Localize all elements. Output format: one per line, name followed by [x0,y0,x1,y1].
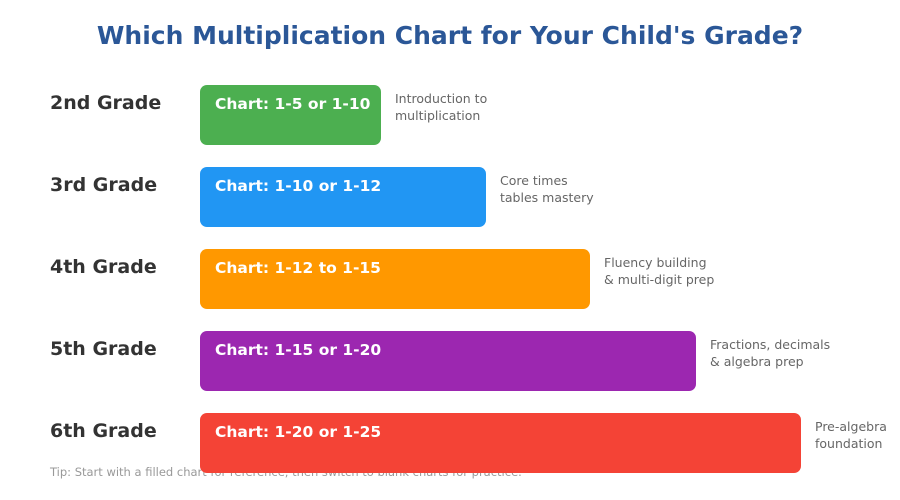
grade-row-2nd: 2nd Grade Chart: 1-5 or 1-10 Introductio… [0,85,900,145]
grade-row-6th: 6th Grade Chart: 1-20 or 1-25 Pre-algebr… [0,413,900,473]
chart-range-label: Chart: 1-15 or 1-20 [215,341,382,359]
chart-range-bar: Chart: 1-12 to 1-15 [200,249,590,309]
chart-range-label: Chart: 1-20 or 1-25 [215,423,382,441]
grade-note-line: & algebra prep [710,354,804,369]
chart-range-bar: Chart: 1-15 or 1-20 [200,331,696,391]
grade-note-line: foundation [815,436,883,451]
chart-range-label: Chart: 1-5 or 1-10 [215,95,371,113]
grade-label: 6th Grade [50,420,157,442]
grade-note-line: & multi-digit prep [604,272,715,287]
chart-range-label: Chart: 1-12 to 1-15 [215,259,381,277]
grade-row-5th: 5th Grade Chart: 1-15 or 1-20 Fractions,… [0,331,900,391]
grade-label: 5th Grade [50,338,157,360]
grade-row-4th: 4th Grade Chart: 1-12 to 1-15 Fluency bu… [0,249,900,309]
grade-note: Fluency building & multi-digit prep [604,254,714,288]
grade-note-line: Introduction to [395,91,488,106]
grade-row-3rd: 3rd Grade Chart: 1-10 or 1-12 Core times… [0,167,900,227]
grade-note: Core times tables mastery [500,172,594,206]
chart-range-label: Chart: 1-10 or 1-12 [215,177,382,195]
grade-note-line: Fractions, decimals [710,337,831,352]
grade-note-line: multiplication [395,108,481,123]
grade-note: Introduction to multiplication [395,90,487,124]
grade-label: 3rd Grade [50,174,158,196]
chart-range-bar: Chart: 1-10 or 1-12 [200,167,486,227]
grade-note-line: Fluency building [604,255,707,270]
grade-note: Pre-algebra foundation [815,418,887,452]
grade-note-line: tables mastery [500,190,594,205]
grade-label: 4th Grade [50,256,157,278]
page-title: Which Multiplication Chart for Your Chil… [96,21,804,50]
chart-range-bar: Chart: 1-5 or 1-10 [200,85,381,145]
chart-range-bar: Chart: 1-20 or 1-25 [200,413,801,473]
grade-note: Fractions, decimals & algebra prep [710,336,830,370]
grade-note-line: Pre-algebra [815,419,887,434]
grade-label: 2nd Grade [50,92,162,114]
grade-note-line: Core times [500,173,568,188]
